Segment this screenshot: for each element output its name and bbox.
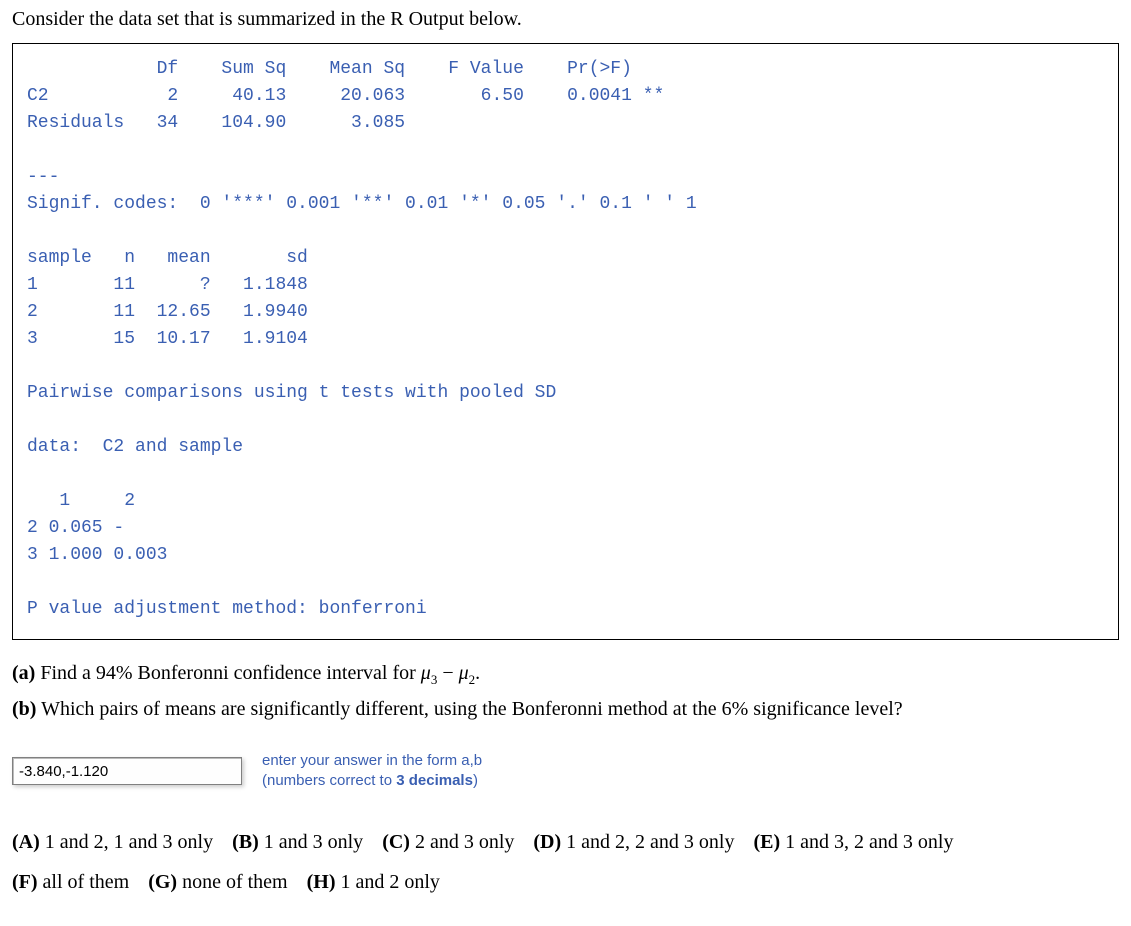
option-text: 2 and 3 only [410, 831, 514, 853]
option-letter: (C) [382, 831, 410, 853]
hint-line2-prefix: (numbers correct to [262, 772, 396, 789]
hint-line1: enter your answer in the form a,b [262, 752, 482, 769]
option-e[interactable]: (E) 1 and 3, 2 and 3 only [753, 822, 953, 862]
option-letter: (A) [12, 831, 40, 853]
option-letter: (H) [307, 871, 336, 893]
anova-row-c2: C2 2 40.13 20.063 6.50 0.0041 ** [27, 86, 664, 106]
mu3-symbol: μ [421, 662, 431, 684]
part-a-label: (a) [12, 662, 35, 684]
pairwise-title: Pairwise comparisons using t tests with … [27, 383, 556, 403]
option-text: 1 and 2, 2 and 3 only [561, 831, 734, 853]
part-b: (b) Which pairs of means are significant… [12, 698, 1119, 721]
mu2-symbol: μ [459, 662, 469, 684]
option-letter: (E) [753, 831, 780, 853]
option-text: all of them [38, 871, 130, 893]
part-b-text: Which pairs of means are significantly d… [36, 698, 902, 720]
pairwise-matrix-header: 1 2 [27, 491, 135, 511]
option-letter: (D) [533, 831, 561, 853]
option-letter: (B) [232, 831, 259, 853]
option-f[interactable]: (F) all of them [12, 862, 129, 902]
part-a-end: . [475, 662, 480, 684]
option-text: 1 and 2 only [336, 871, 440, 893]
part-b-label: (b) [12, 698, 36, 720]
option-letter: (G) [148, 871, 177, 893]
option-g[interactable]: (G) none of them [148, 862, 287, 902]
hint-line2-suffix: ) [473, 772, 478, 789]
data-line: data: C2 and sample [27, 437, 243, 457]
hint-line2-bold: 3 decimals [396, 772, 473, 789]
option-d[interactable]: (D) 1 and 2, 2 and 3 only [533, 822, 734, 862]
option-text: 1 and 3, 2 and 3 only [780, 831, 953, 853]
dash-line: --- [27, 167, 59, 187]
r-output-block: Df Sum Sq Mean Sq F Value Pr(>F) C2 2 40… [12, 43, 1119, 640]
prompt-text: Consider the data set that is summarized… [12, 8, 1119, 31]
option-a[interactable]: (A) 1 and 2, 1 and 3 only [12, 822, 213, 862]
sample-row-2: 2 11 12.65 1.9940 [27, 302, 308, 322]
option-letter: (F) [12, 871, 38, 893]
part-a: (a) Find a 94% Bonferonni confidence int… [12, 662, 1119, 688]
minus-symbol: − [437, 662, 458, 684]
anova-row-residuals: Residuals 34 104.90 3.085 [27, 113, 405, 133]
answer-hint: enter your answer in the form a,b (numbe… [262, 751, 482, 792]
option-text: none of them [177, 871, 288, 893]
option-b[interactable]: (B) 1 and 3 only [232, 822, 363, 862]
p-adjust-line: P value adjustment method: bonferroni [27, 599, 427, 619]
answer-row: enter your answer in the form a,b (numbe… [12, 751, 1119, 792]
anova-header: Df Sum Sq Mean Sq F Value Pr(>F) [27, 59, 632, 79]
pairwise-matrix-row2: 2 0.065 - [27, 518, 124, 538]
option-h[interactable]: (H) 1 and 2 only [307, 862, 440, 902]
option-text: 1 and 3 only [259, 831, 363, 853]
sample-row-3: 3 15 10.17 1.9104 [27, 329, 308, 349]
sample-header: sample n mean sd [27, 248, 308, 268]
part-a-text: Find a 94% Bonferonni confidence interva… [35, 662, 420, 684]
option-c[interactable]: (C) 2 and 3 only [382, 822, 514, 862]
signif-codes: Signif. codes: 0 '***' 0.001 '**' 0.01 '… [27, 194, 697, 214]
sample-row-1: 1 11 ? 1.1848 [27, 275, 308, 295]
pairwise-matrix-row3: 3 1.000 0.003 [27, 545, 167, 565]
page-root: Consider the data set that is summarized… [0, 0, 1131, 926]
answer-input[interactable] [12, 757, 242, 785]
option-text: 1 and 2, 1 and 3 only [40, 831, 213, 853]
